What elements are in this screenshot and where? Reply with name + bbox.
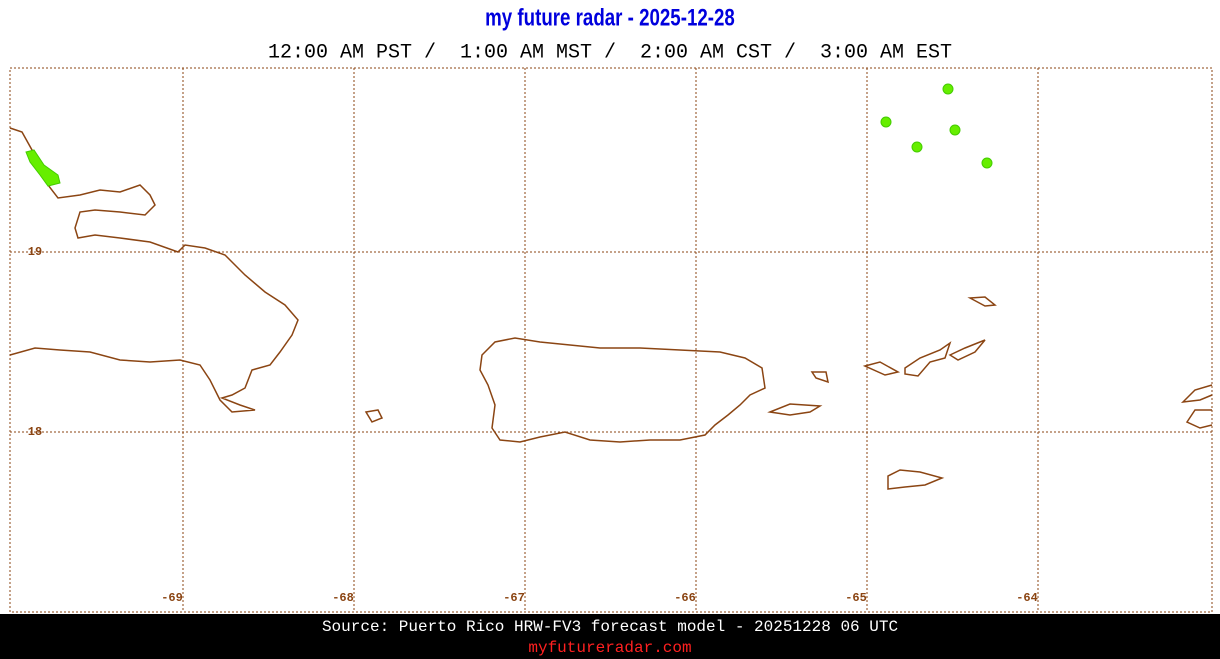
lon-label: -69 <box>161 591 183 605</box>
echo <box>880 116 892 128</box>
map: -69 -68 -67 -66 -65 -64 19 18 <box>9 67 1213 613</box>
echo <box>911 141 923 153</box>
echo <box>981 157 993 169</box>
lon-label: -65 <box>845 591 867 605</box>
site-link[interactable]: myfutureradar.com <box>528 639 691 657</box>
graticule: -69 -68 -67 -66 -65 -64 19 18 <box>10 68 1212 612</box>
lon-label: -66 <box>674 591 696 605</box>
source: Source: Puerto Rico HRW-FV3 forecast mod… <box>322 618 898 636</box>
echo <box>942 83 954 95</box>
lat-label: 19 <box>28 245 42 259</box>
title: my future radar - 2025-12-28 <box>485 4 735 31</box>
echo <box>949 124 961 136</box>
lon-label: -67 <box>503 591 525 605</box>
map-frame <box>9 67 1213 613</box>
coastlines <box>9 127 1213 490</box>
footer-bar <box>0 614 1220 659</box>
echo <box>25 149 61 187</box>
lat-label: 18 <box>28 425 42 439</box>
lon-label: -64 <box>1016 591 1038 605</box>
lon-label: -68 <box>332 591 354 605</box>
radar-echoes <box>25 83 993 187</box>
time-zones: 12:00 AM PST / 1:00 AM MST / 2:00 AM CST… <box>268 41 952 64</box>
